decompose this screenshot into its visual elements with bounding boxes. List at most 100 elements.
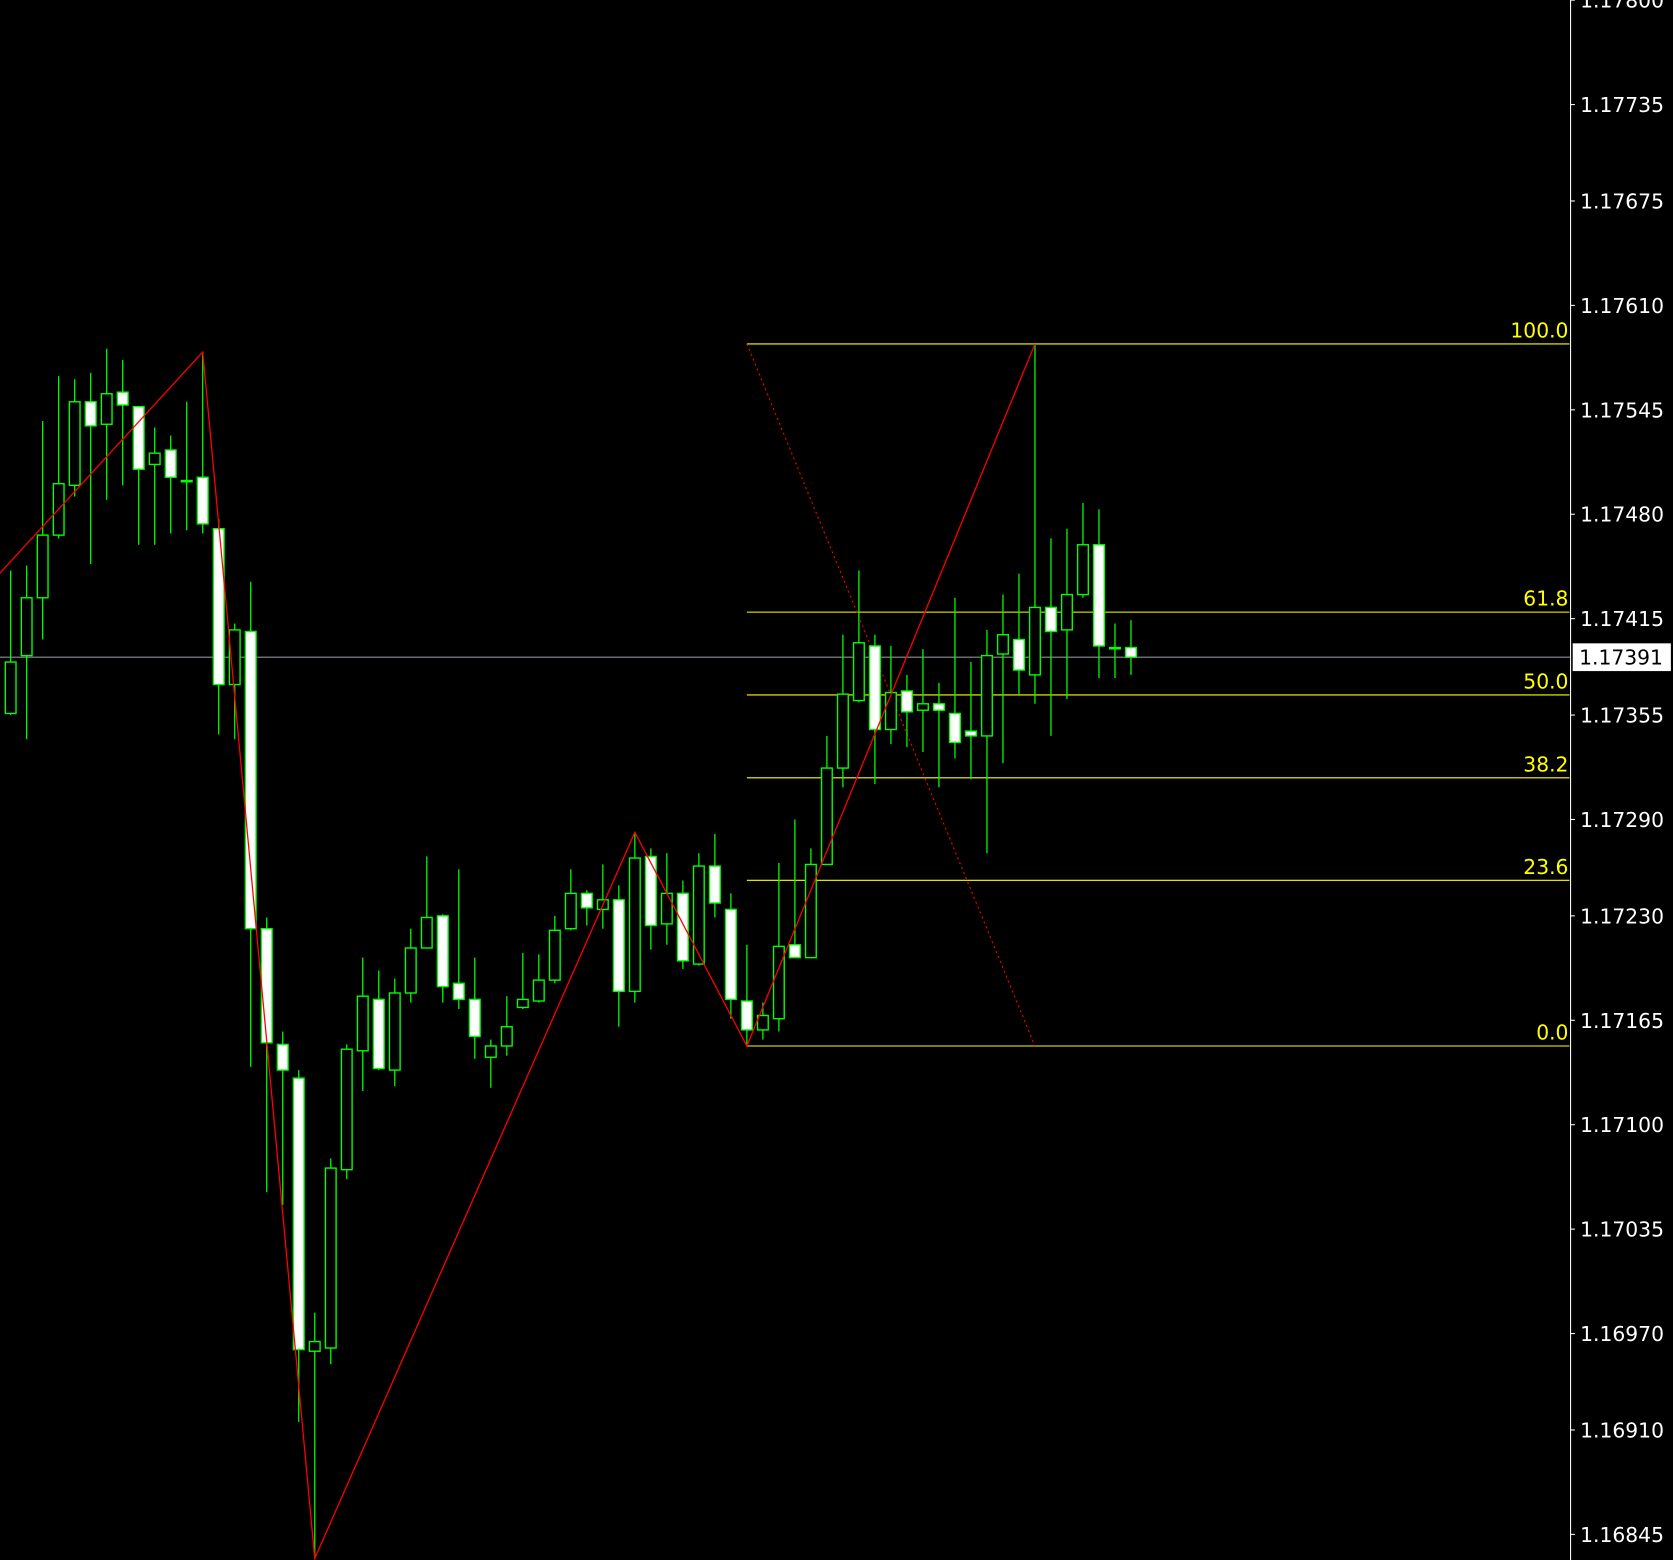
candle-body-bull bbox=[548, 929, 561, 981]
candle-body-bear bbox=[644, 855, 657, 927]
candle-body-bull bbox=[1060, 593, 1073, 631]
candle bbox=[1092, 509, 1106, 679]
candle bbox=[308, 1312, 321, 1559]
candle bbox=[1124, 620, 1138, 675]
candle bbox=[756, 1002, 769, 1040]
axis-tick-label: 1.17545 bbox=[1580, 398, 1664, 422]
axis-tick-label: 1.16845 bbox=[1580, 1523, 1664, 1547]
candle bbox=[436, 914, 449, 1003]
candle bbox=[900, 674, 913, 748]
candle-body-bull bbox=[980, 654, 993, 737]
candle-body-bull bbox=[660, 892, 673, 925]
candle-body-bear bbox=[468, 998, 481, 1038]
candle-body-bull bbox=[340, 1048, 353, 1171]
candle-body-bull bbox=[756, 1014, 769, 1031]
candle-body-bull bbox=[1028, 606, 1041, 676]
candle bbox=[836, 634, 849, 788]
candle-body-bear bbox=[84, 401, 97, 427]
candle bbox=[1060, 528, 1073, 699]
candle-body-bull bbox=[820, 767, 833, 866]
candle-body-bear bbox=[868, 645, 881, 731]
candle bbox=[788, 819, 801, 959]
axis-tick-label: 1.17675 bbox=[1580, 189, 1664, 213]
candle bbox=[468, 957, 481, 1059]
axis-tick-label: 1.17290 bbox=[1580, 808, 1664, 832]
candle bbox=[356, 957, 369, 1091]
candle-body-bull bbox=[4, 661, 17, 715]
candle-body-bull bbox=[404, 947, 417, 994]
candle-body-bull bbox=[532, 979, 545, 1002]
candle bbox=[724, 893, 737, 1019]
candle-body-bear bbox=[788, 944, 801, 959]
axis-tick-label: 1.17355 bbox=[1580, 704, 1664, 728]
candle-body-bull bbox=[516, 998, 529, 1009]
zigzag-line bbox=[0, 343, 1036, 1560]
candle bbox=[276, 1031, 289, 1206]
candle bbox=[564, 869, 577, 931]
axis-tick-label: 1.17735 bbox=[1580, 93, 1664, 117]
candle-body-bear bbox=[932, 703, 945, 711]
fib-level-label: 23.6 bbox=[1523, 855, 1568, 879]
candle bbox=[804, 848, 817, 959]
candle-body-bull bbox=[228, 629, 241, 686]
candle bbox=[852, 570, 865, 703]
candle bbox=[916, 649, 929, 752]
candle-body-bull bbox=[996, 634, 1009, 655]
candle-body-bull bbox=[68, 401, 81, 487]
fib-level-label: 100.0 bbox=[1510, 319, 1568, 343]
candle bbox=[948, 597, 961, 759]
candle-body-bear bbox=[580, 892, 593, 909]
candle-body-bear bbox=[1108, 646, 1122, 650]
candle bbox=[372, 970, 385, 1071]
candle bbox=[132, 405, 145, 545]
candle-body-bear bbox=[244, 630, 257, 930]
candle-body-bull bbox=[500, 1026, 513, 1047]
candle-body-bear bbox=[948, 712, 961, 744]
candle bbox=[1108, 623, 1122, 679]
candle-body-bear bbox=[724, 908, 737, 1001]
axis-tick-label: 1.17800 bbox=[1580, 0, 1664, 13]
candle bbox=[292, 1070, 305, 1422]
fib-level-label: 61.8 bbox=[1523, 587, 1568, 611]
candle-body-bull bbox=[692, 865, 705, 965]
candle bbox=[452, 869, 465, 1010]
candle bbox=[420, 856, 433, 949]
axis-tick-label: 1.17610 bbox=[1580, 294, 1664, 318]
candle bbox=[148, 427, 161, 545]
candle-body-bear bbox=[708, 865, 721, 904]
candle bbox=[100, 348, 113, 500]
candle bbox=[692, 853, 705, 966]
candle-body-bear bbox=[116, 391, 129, 406]
candle-body-bear bbox=[740, 1000, 753, 1031]
candle-body-bear bbox=[452, 982, 465, 1001]
price-axis[interactable]: 1.17800 1.17735 1.17675 1.17610 1.17545 1.174… bbox=[1570, 0, 1673, 1560]
candle-body-bear bbox=[292, 1077, 305, 1351]
candle-body-bull bbox=[852, 642, 865, 702]
candle-body-bull bbox=[916, 703, 929, 711]
candle bbox=[20, 565, 33, 740]
candle bbox=[580, 890, 593, 926]
candle bbox=[740, 944, 753, 1046]
candle-body-bear bbox=[372, 998, 385, 1070]
candle-body-bull bbox=[20, 597, 33, 657]
axis-tick-label: 1.17100 bbox=[1580, 1113, 1664, 1137]
candle bbox=[868, 634, 881, 785]
candle bbox=[228, 623, 241, 740]
candle bbox=[644, 848, 657, 950]
fib-level-label: 50.0 bbox=[1523, 670, 1568, 694]
candle-body-bull bbox=[884, 691, 897, 731]
candle-body-bear bbox=[612, 899, 625, 993]
axis-tick-label: 1.17035 bbox=[1580, 1218, 1664, 1242]
candle bbox=[964, 662, 977, 780]
fib-level-label: 0.0 bbox=[1536, 1021, 1568, 1045]
candle bbox=[820, 735, 833, 866]
candle bbox=[500, 996, 513, 1056]
candle-body-bull bbox=[36, 534, 49, 599]
axis-tick-label: 1.17480 bbox=[1580, 503, 1664, 527]
candle bbox=[996, 594, 1009, 764]
candle-body-bull bbox=[484, 1045, 497, 1058]
candle-body-bear bbox=[196, 476, 209, 525]
candle-body-bull bbox=[148, 452, 161, 466]
